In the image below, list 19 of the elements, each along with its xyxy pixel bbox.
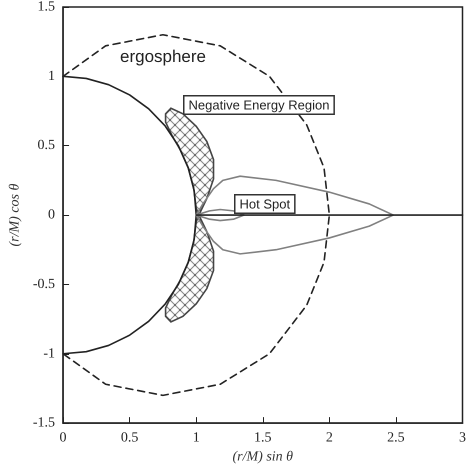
x-tick-label: 0.5 — [120, 430, 138, 446]
y-tick-label: -1.5 — [32, 416, 56, 431]
annotation: ergosphere — [120, 47, 206, 66]
y-tick-label: 0 — [48, 208, 56, 223]
x-tick-label: 1.5 — [254, 430, 272, 446]
y-tick-label: -0.5 — [32, 276, 56, 292]
y-tick-label: 1 — [48, 68, 56, 84]
annotation: Hot Spot — [240, 196, 290, 212]
x-tick-label: 2.5 — [387, 430, 405, 446]
x-tick-label: 1 — [192, 430, 200, 446]
x-tick-label: 3 — [459, 430, 466, 446]
y-tick-label: 1.5 — [38, 0, 56, 14]
x-axis-title: (r/M) sin θ — [232, 450, 294, 464]
y-tick-label: -1 — [43, 346, 56, 362]
annotation: Negative Energy Region — [188, 98, 330, 112]
y-tick-label: 0.5 — [38, 138, 56, 154]
y-axis-title: (r/M) cos θ — [8, 184, 22, 246]
x-tick-label: 0 — [60, 430, 67, 446]
x-tick-label: 2 — [326, 430, 333, 446]
